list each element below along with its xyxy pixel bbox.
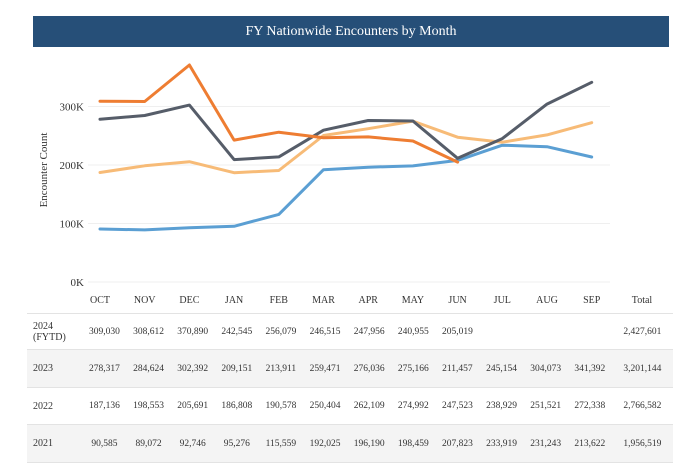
x-tick-label: DEC bbox=[179, 295, 199, 306]
data-label: 250,404 bbox=[302, 387, 348, 425]
row-year-label: 2024 (FYTD) bbox=[27, 313, 83, 350]
row-total: 1,956,519 bbox=[611, 424, 673, 463]
data-label: 274,992 bbox=[391, 387, 436, 425]
x-tick-label: JUN bbox=[448, 295, 466, 306]
data-label: 196,190 bbox=[347, 424, 392, 463]
data-label: 275,166 bbox=[391, 349, 436, 388]
data-label bbox=[523, 313, 568, 350]
data-label: 231,243 bbox=[523, 424, 568, 463]
data-label: 238,929 bbox=[479, 387, 524, 425]
x-tick-label: AUG bbox=[536, 295, 558, 306]
data-label: 262,109 bbox=[347, 387, 392, 425]
data-label: 370,890 bbox=[170, 313, 215, 350]
data-label: 242,545 bbox=[214, 313, 259, 350]
data-label: 213,911 bbox=[258, 349, 303, 388]
data-label: 341,392 bbox=[567, 349, 612, 388]
series-line-2021 bbox=[98, 143, 594, 232]
x-axis: OCT NOV DEC JAN FEB MAR APR MAY JUN JUL AUG SEP bbox=[90, 295, 601, 306]
data-label: 272,338 bbox=[567, 387, 612, 425]
data-label: 240,955 bbox=[391, 313, 436, 350]
x-tick-label: JUL bbox=[494, 295, 511, 306]
y-tick-label: 200K bbox=[60, 160, 85, 172]
series-line-2023 bbox=[98, 80, 594, 162]
data-label: 211,457 bbox=[435, 349, 480, 388]
x-tick-label: APR bbox=[358, 295, 378, 306]
data-label: 284,624 bbox=[126, 349, 171, 388]
y-tick-label: 0K bbox=[71, 277, 85, 289]
data-label: 186,808 bbox=[214, 387, 259, 425]
total-column-header: Total bbox=[632, 295, 653, 306]
data-label: 205,691 bbox=[170, 387, 215, 425]
data-label bbox=[479, 313, 524, 350]
data-label: 247,523 bbox=[435, 387, 480, 425]
data-label: 90,585 bbox=[82, 424, 127, 463]
row-total: 2,766,582 bbox=[611, 387, 673, 425]
data-table: 2024 (FYTD) 309,030 308,612 370,890 242,545 25… bbox=[27, 313, 673, 463]
data-label: 309,030 bbox=[82, 313, 127, 350]
data-label bbox=[567, 313, 612, 350]
series-lines bbox=[98, 63, 594, 232]
x-tick-label: JAN bbox=[225, 295, 243, 306]
data-label: 304,073 bbox=[523, 349, 568, 388]
row-year-label: 2023 bbox=[27, 349, 83, 388]
x-tick-label: NOV bbox=[134, 295, 156, 306]
data-label: 245,154 bbox=[479, 349, 524, 388]
table-row: 2023 278,317 284,624 302,392 209,151 213,911 2… bbox=[27, 349, 673, 388]
x-tick-label: MAR bbox=[312, 295, 335, 306]
row-total: 2,427,601 bbox=[611, 313, 673, 350]
data-label: 190,578 bbox=[258, 387, 303, 425]
data-label: 92,746 bbox=[170, 424, 215, 463]
x-tick-label: MAY bbox=[402, 295, 424, 306]
row-year-label: 2021 bbox=[27, 424, 83, 463]
x-tick-label: SEP bbox=[583, 295, 601, 306]
data-label: 205,019 bbox=[435, 313, 480, 350]
data-label: 278,317 bbox=[82, 349, 127, 388]
series-line-2022 bbox=[98, 119, 594, 175]
data-label: 198,459 bbox=[391, 424, 436, 463]
data-label: 256,079 bbox=[258, 313, 303, 350]
row-year-label: 2022 bbox=[27, 387, 83, 425]
data-label: 187,136 bbox=[82, 387, 127, 425]
line-chart: 0K 100K 200K 300K Encounter Count OCT NOV DEC… bbox=[38, 63, 653, 306]
data-label: 247,956 bbox=[347, 313, 392, 350]
gridlines bbox=[88, 106, 610, 283]
data-label: 213,622 bbox=[567, 424, 612, 463]
data-label: 251,521 bbox=[523, 387, 568, 425]
data-label: 246,515 bbox=[302, 313, 348, 350]
y-axis-label: Encounter Count bbox=[38, 133, 50, 208]
data-label: 192,025 bbox=[302, 424, 348, 463]
x-tick-label: OCT bbox=[90, 295, 110, 306]
y-axis: 0K 100K 200K 300K bbox=[60, 102, 85, 290]
data-label: 233,919 bbox=[479, 424, 524, 463]
data-label: 276,036 bbox=[347, 349, 392, 388]
data-label: 95,276 bbox=[214, 424, 259, 463]
table-row: 2021 90,585 89,072 92,746 95,276 115,559 192,0… bbox=[27, 424, 673, 463]
data-label: 89,072 bbox=[126, 424, 171, 463]
y-tick-label: 100K bbox=[60, 219, 85, 231]
data-label: 302,392 bbox=[170, 349, 215, 388]
data-label: 198,553 bbox=[126, 387, 171, 425]
x-tick-label: FEB bbox=[270, 295, 289, 306]
table-row: 2024 (FYTD) 309,030 308,612 370,890 242,545 25… bbox=[27, 313, 673, 350]
y-tick-label: 300K bbox=[60, 102, 85, 114]
chart-title: FY Nationwide Encounters by Month bbox=[33, 16, 669, 47]
data-label: 259,471 bbox=[302, 349, 348, 388]
data-label: 115,559 bbox=[258, 424, 303, 463]
row-total: 3,201,144 bbox=[611, 349, 673, 388]
series-line-2024 bbox=[98, 63, 460, 164]
table-row: 2022 187,136 198,553 205,691 186,808 190,578 2… bbox=[27, 387, 673, 425]
data-label: 308,612 bbox=[126, 313, 171, 350]
data-label: 207,823 bbox=[435, 424, 480, 463]
data-label: 209,151 bbox=[214, 349, 259, 388]
